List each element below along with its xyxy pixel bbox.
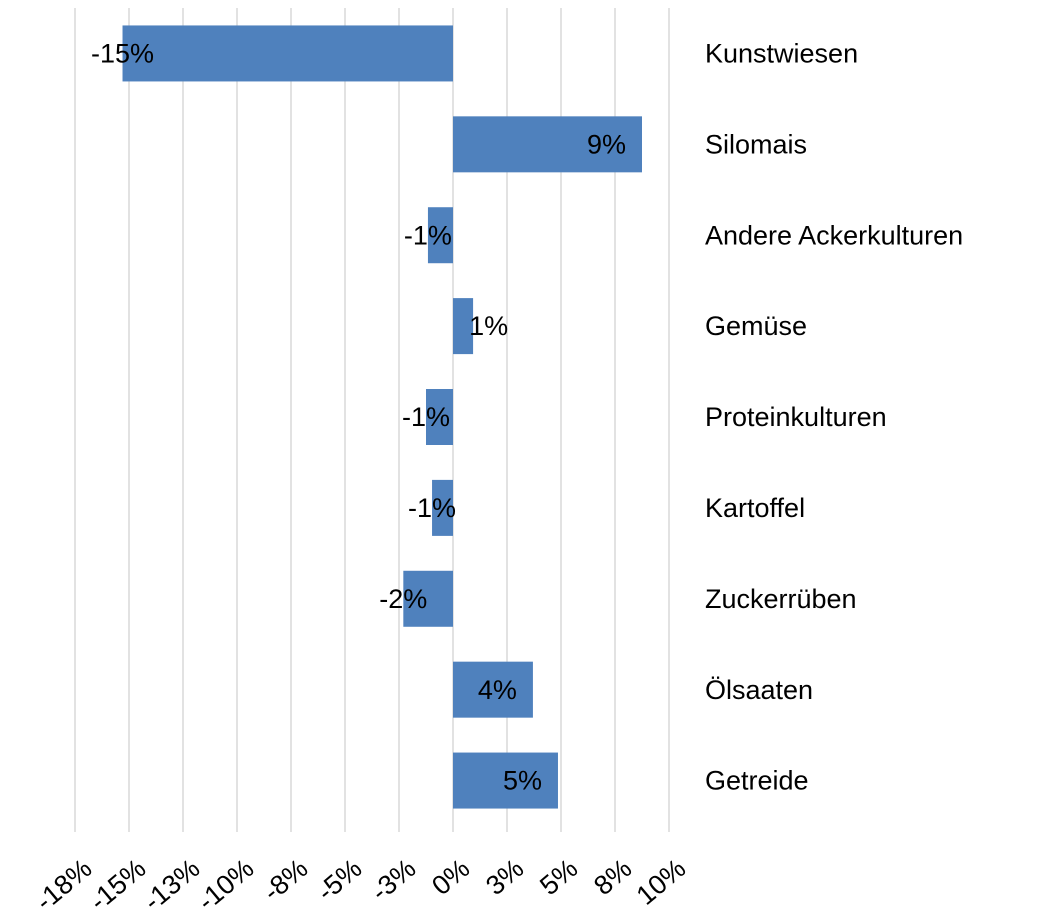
category-label: Getreide (705, 766, 809, 796)
data-label: 5% (503, 766, 542, 796)
x-tick-label: -5% (311, 853, 367, 907)
category-label: Zuckerrüben (705, 584, 857, 614)
x-tick-label: 8% (588, 853, 637, 901)
bar (453, 298, 474, 355)
data-label: -1% (408, 493, 456, 523)
category-label: Kunstwiesen (705, 39, 858, 69)
bar (453, 752, 558, 809)
x-tick-label: 3% (480, 853, 529, 901)
data-label: 1% (469, 311, 508, 341)
data-label: -1% (404, 220, 452, 250)
x-tick-label: 5% (534, 853, 583, 901)
category-label: Silomais (705, 129, 807, 159)
data-label: 9% (587, 129, 626, 159)
data-label: -1% (402, 402, 450, 432)
category-label: Proteinkulturen (705, 402, 887, 432)
bar (426, 389, 453, 445)
category-label: Gemüse (705, 311, 807, 341)
data-label: -15% (91, 39, 154, 69)
category-label: Andere Ackerkulturen (705, 220, 963, 250)
bar (403, 570, 453, 627)
x-tick-label: -8% (257, 853, 313, 907)
x-tick-label: 10% (631, 853, 692, 911)
bar (432, 479, 453, 536)
category-label: Kartoffel (705, 493, 805, 523)
x-tick-label: -15% (84, 853, 152, 916)
x-tick-label: 0% (426, 853, 475, 901)
bar (122, 25, 454, 82)
data-label: -2% (379, 584, 427, 614)
bar (427, 207, 453, 264)
bar (453, 116, 642, 173)
x-tick-label: -13% (138, 853, 206, 916)
category-label: Ölsaaten (705, 675, 813, 705)
x-tick-label: -10% (192, 853, 260, 916)
bar (453, 661, 533, 718)
x-tick-label: -3% (365, 853, 421, 907)
x-tick-label: -18% (30, 853, 98, 916)
data-label: 4% (478, 675, 517, 705)
